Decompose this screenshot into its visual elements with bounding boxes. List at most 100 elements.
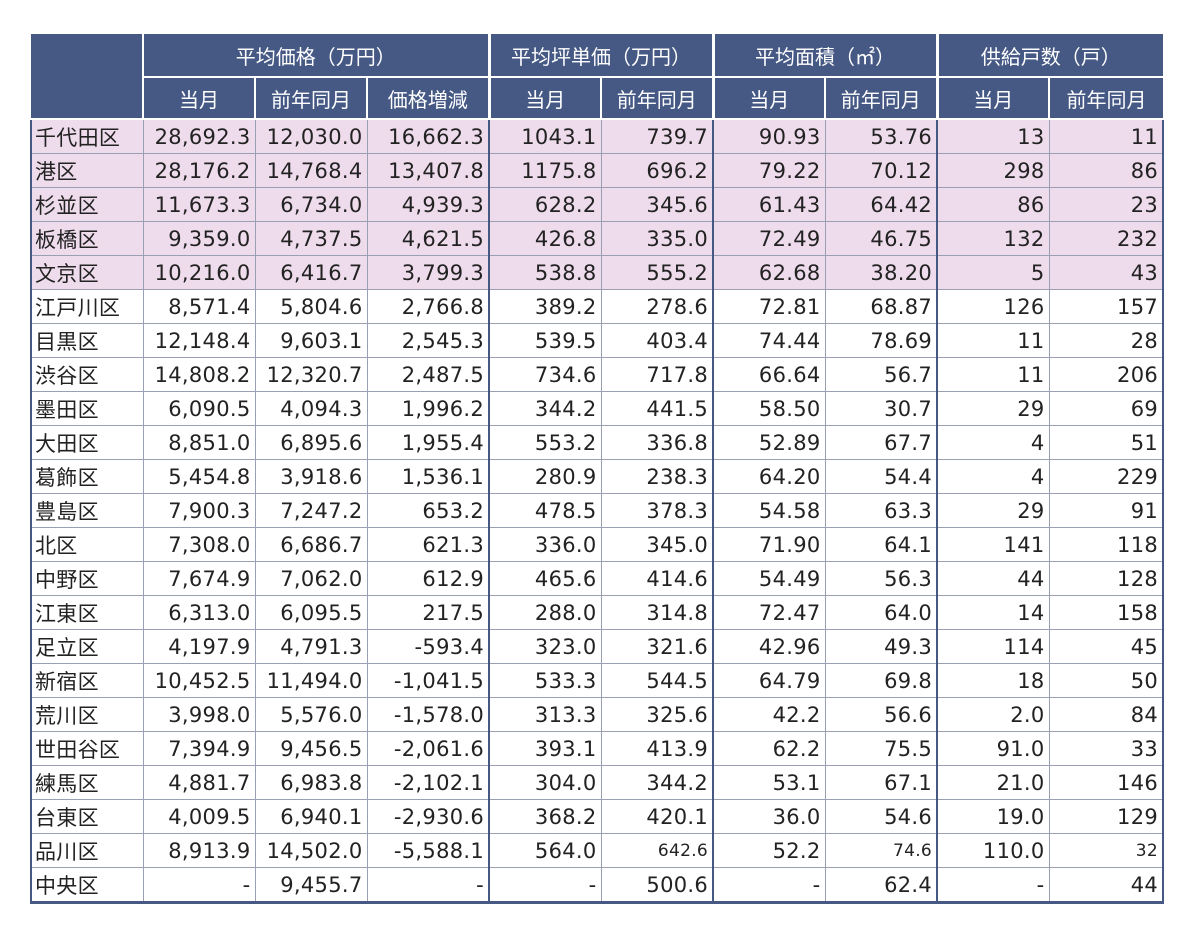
table-cell: -1,578.0 xyxy=(366,697,490,732)
table-cell: 42.96 xyxy=(712,629,826,664)
table-cell: 314.8 xyxy=(600,595,714,630)
table-cell: 1,955.4 xyxy=(366,425,490,460)
table-cell: 298 xyxy=(936,153,1050,188)
table-cell: 18 xyxy=(936,663,1050,698)
table-cell: 6,090.5 xyxy=(142,391,256,426)
table-cell: 696.2 xyxy=(600,153,714,188)
table-cell: 1,536.1 xyxy=(366,459,490,494)
table-cell: 734.6 xyxy=(488,357,602,392)
table-cell: 10,216.0 xyxy=(142,255,256,290)
table-cell: 72.49 xyxy=(712,221,826,256)
table-cell: 64.0 xyxy=(824,595,938,630)
header-avg-price: 平均価格（万円） xyxy=(141,34,490,78)
table-cell: 67.7 xyxy=(824,425,938,460)
table-row: 大田区 8,851.0 6,895.6 1,955.4 553.2 336.8 52.89 6… xyxy=(30,425,1165,460)
table-cell: 72.47 xyxy=(712,595,826,630)
table-cell: 23 xyxy=(1048,187,1165,222)
table-cell: 4,197.9 xyxy=(142,629,256,664)
table-cell: 45 xyxy=(1048,629,1165,664)
table-row: 中野区 7,674.9 7,062.0 612.9 465.6 414.6 54.49 56.… xyxy=(30,561,1165,596)
table-cell: - xyxy=(142,867,256,904)
table-cell: 16,662.3 xyxy=(366,118,490,154)
table-cell: 533.3 xyxy=(488,663,602,698)
table-cell: 2,487.5 xyxy=(366,357,490,392)
header-supply-units: 供給戸数（戸） xyxy=(935,34,1164,78)
table-cell: 2.0 xyxy=(936,697,1050,732)
table-cell: 33 xyxy=(1048,731,1165,766)
table-cell: 1175.8 xyxy=(488,153,602,188)
table-cell: 544.5 xyxy=(600,663,714,698)
table-cell: 6,686.7 xyxy=(254,527,368,562)
table-cell: 7,247.2 xyxy=(254,493,368,528)
table-cell: 42.2 xyxy=(712,697,826,732)
table-cell: 555.2 xyxy=(600,255,714,290)
table-cell: 110.0 xyxy=(936,833,1050,868)
table-row: 豊島区 7,900.3 7,247.2 653.2 478.5 378.3 54.58 63.… xyxy=(30,493,1165,528)
table-cell: 63.3 xyxy=(824,493,938,528)
table-cell: 4,009.5 xyxy=(142,799,256,834)
table-body: 千代田区 28,692.3 12,030.0 16,662.3 1043.1 739.7 9… xyxy=(30,118,1165,904)
table-cell: 325.6 xyxy=(600,697,714,732)
table-cell: 465.6 xyxy=(488,561,602,596)
table-cell: 8,851.0 xyxy=(142,425,256,460)
table-cell: 7,900.3 xyxy=(142,493,256,528)
table-cell: 11 xyxy=(936,323,1050,358)
table-cell: 7,308.0 xyxy=(142,527,256,562)
table-cell: 70.12 xyxy=(824,153,938,188)
header-corner xyxy=(31,34,143,120)
table-cell: 62.4 xyxy=(824,867,938,904)
ward-name: 練馬区 xyxy=(30,765,144,800)
table-cell: 4 xyxy=(936,425,1050,460)
table-cell: 4,094.3 xyxy=(254,391,368,426)
table-cell: 278.6 xyxy=(600,289,714,324)
header-sub-cell: 当月 xyxy=(487,77,602,120)
table-row: 千代田区 28,692.3 12,030.0 16,662.3 1043.1 739.7 9… xyxy=(30,118,1165,154)
table-row: 墨田区 6,090.5 4,094.3 1,996.2 344.2 441.5 58.50 3… xyxy=(30,391,1165,426)
table-cell: 441.5 xyxy=(600,391,714,426)
ward-name: 港区 xyxy=(30,153,144,188)
table-cell: 11,494.0 xyxy=(254,663,368,698)
table-cell: 420.1 xyxy=(600,799,714,834)
table-cell: - xyxy=(488,867,602,904)
ward-name: 中野区 xyxy=(30,561,144,596)
table-row: 目黒区 12,148.4 9,603.1 2,545.3 539.5 403.4 74.44… xyxy=(30,323,1165,358)
table-cell: 6,895.6 xyxy=(254,425,368,460)
table-cell: 6,095.5 xyxy=(254,595,368,630)
ward-name: 新宿区 xyxy=(30,663,144,698)
table-cell: 64.1 xyxy=(824,527,938,562)
table-cell: 14,502.0 xyxy=(254,833,368,868)
table-cell: - xyxy=(936,867,1050,904)
table-cell: 54.58 xyxy=(712,493,826,528)
table-cell: 12,148.4 xyxy=(142,323,256,358)
table-cell: 62.68 xyxy=(712,255,826,290)
table-cell: 9,603.1 xyxy=(254,323,368,358)
ward-name: 渋谷区 xyxy=(30,357,144,392)
table-cell: 28,176.2 xyxy=(142,153,256,188)
table-cell: 132 xyxy=(936,221,1050,256)
table-cell: 403.4 xyxy=(600,323,714,358)
table-cell: 43 xyxy=(1048,255,1165,290)
table-cell: 51 xyxy=(1048,425,1165,460)
header-sub-cell: 当月 xyxy=(935,77,1050,120)
table-cell: 157 xyxy=(1048,289,1165,324)
table-cell: 28,692.3 xyxy=(142,118,256,154)
table-cell: 5,454.8 xyxy=(142,459,256,494)
table-row: 足立区 4,197.9 4,791.3 -593.4 323.0 321.6 42.96 49… xyxy=(30,629,1165,664)
table-cell: 4,621.5 xyxy=(366,221,490,256)
table-cell: 90.93 xyxy=(712,118,826,154)
table-cell: 114 xyxy=(936,629,1050,664)
table-cell: 64.42 xyxy=(824,187,938,222)
table-cell: 345.6 xyxy=(600,187,714,222)
table-cell: 71.90 xyxy=(712,527,826,562)
table-cell: 2,545.3 xyxy=(366,323,490,358)
table-cell: 91 xyxy=(1048,493,1165,528)
table-cell: 4,939.3 xyxy=(366,187,490,222)
table-row: 品川区 8,913.9 14,502.0 -5,588.1 564.0 642.6 52.2… xyxy=(30,833,1165,868)
table-row: 港区 28,176.2 14,768.4 13,407.8 1175.8 696.2 79.… xyxy=(30,153,1165,188)
table-cell: 478.5 xyxy=(488,493,602,528)
table-cell: 621.3 xyxy=(366,527,490,562)
table-cell: 8,571.4 xyxy=(142,289,256,324)
table-cell: 126 xyxy=(936,289,1050,324)
table-cell: 61.43 xyxy=(712,187,826,222)
table-cell: 13 xyxy=(936,118,1050,154)
